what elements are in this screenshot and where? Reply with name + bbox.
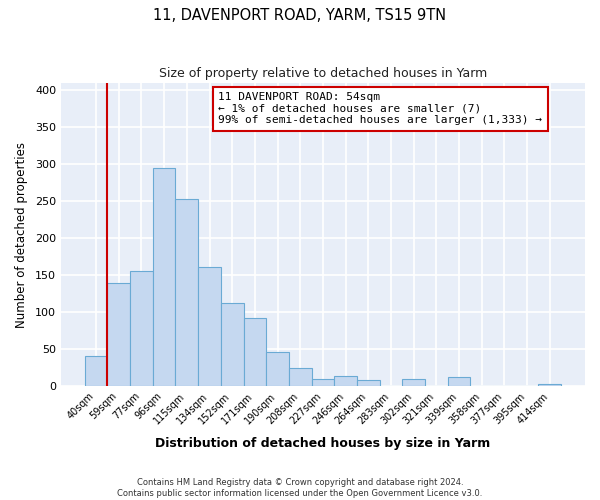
Bar xyxy=(221,302,244,386)
Text: 11 DAVENPORT ROAD: 54sqm
← 1% of detached houses are smaller (7)
99% of semi-det: 11 DAVENPORT ROAD: 54sqm ← 1% of detache… xyxy=(218,92,542,126)
Bar xyxy=(244,318,266,386)
Text: Contains HM Land Registry data © Crown copyright and database right 2024.
Contai: Contains HM Land Registry data © Crown c… xyxy=(118,478,482,498)
Bar xyxy=(266,352,289,386)
Bar xyxy=(448,377,470,386)
Bar xyxy=(289,368,311,386)
Bar xyxy=(153,168,175,386)
Bar xyxy=(311,378,334,386)
Title: Size of property relative to detached houses in Yarm: Size of property relative to detached ho… xyxy=(159,68,487,80)
Y-axis label: Number of detached properties: Number of detached properties xyxy=(15,142,28,328)
Bar xyxy=(198,267,221,386)
Bar xyxy=(403,378,425,386)
Text: 11, DAVENPORT ROAD, YARM, TS15 9TN: 11, DAVENPORT ROAD, YARM, TS15 9TN xyxy=(154,8,446,22)
Bar xyxy=(130,272,153,386)
X-axis label: Distribution of detached houses by size in Yarm: Distribution of detached houses by size … xyxy=(155,437,491,450)
Bar xyxy=(538,384,561,386)
Bar xyxy=(85,356,107,386)
Bar xyxy=(175,199,198,386)
Bar xyxy=(357,380,380,386)
Bar xyxy=(107,282,130,386)
Bar xyxy=(334,376,357,386)
